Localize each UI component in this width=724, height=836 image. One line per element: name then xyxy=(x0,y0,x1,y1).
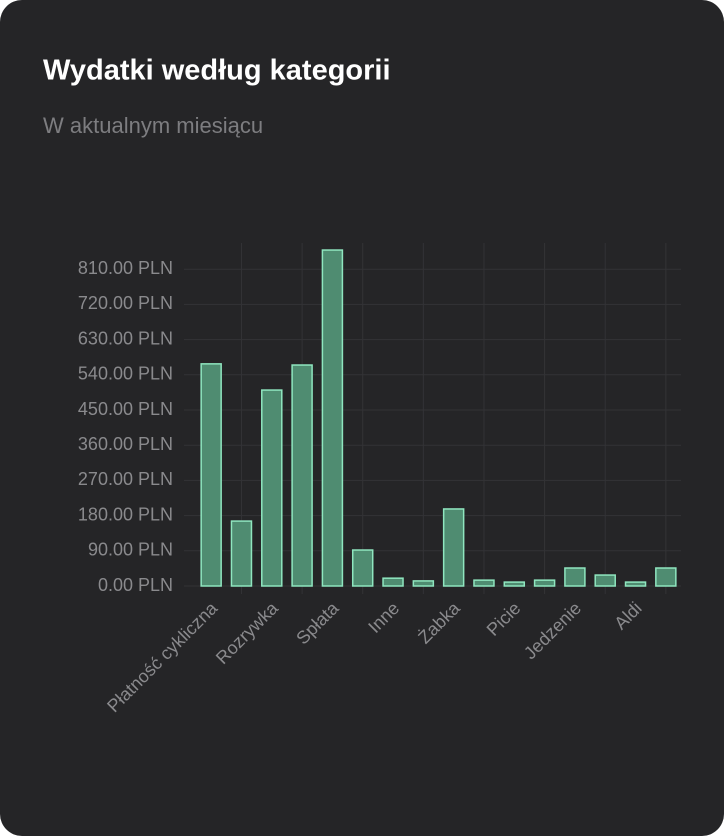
bar xyxy=(382,577,404,587)
bar xyxy=(291,364,313,587)
bar xyxy=(442,508,465,587)
bar xyxy=(564,567,586,587)
bar xyxy=(533,579,556,587)
chart-title: Wydatki według kategorii xyxy=(43,55,391,87)
y-tick-label: 810.00 PLN xyxy=(78,258,173,278)
y-tick-label: 90.00 PLN xyxy=(88,540,173,560)
bar xyxy=(412,580,435,587)
y-tick-label: 720.00 PLN xyxy=(78,293,173,313)
bar xyxy=(503,581,526,587)
y-tick-label: 0.00 PLN xyxy=(98,575,173,595)
bar xyxy=(624,581,647,587)
y-tick-label: 360.00 PLN xyxy=(78,434,173,454)
y-tick-label: 180.00 PLN xyxy=(78,504,173,524)
bar xyxy=(594,574,616,587)
bar xyxy=(261,389,283,587)
y-tick-label: 270.00 PLN xyxy=(78,469,173,489)
bar xyxy=(655,567,677,587)
y-tick-label: 540.00 PLN xyxy=(78,364,173,384)
bar xyxy=(351,549,374,587)
y-tick-label: 630.00 PLN xyxy=(78,328,173,348)
y-tick-label: 450.00 PLN xyxy=(78,399,173,419)
bar xyxy=(230,520,253,587)
bar xyxy=(321,249,344,587)
bar xyxy=(200,363,222,587)
bar xyxy=(473,579,495,587)
chart-subtitle: W aktualnym miesiącu xyxy=(43,113,263,138)
